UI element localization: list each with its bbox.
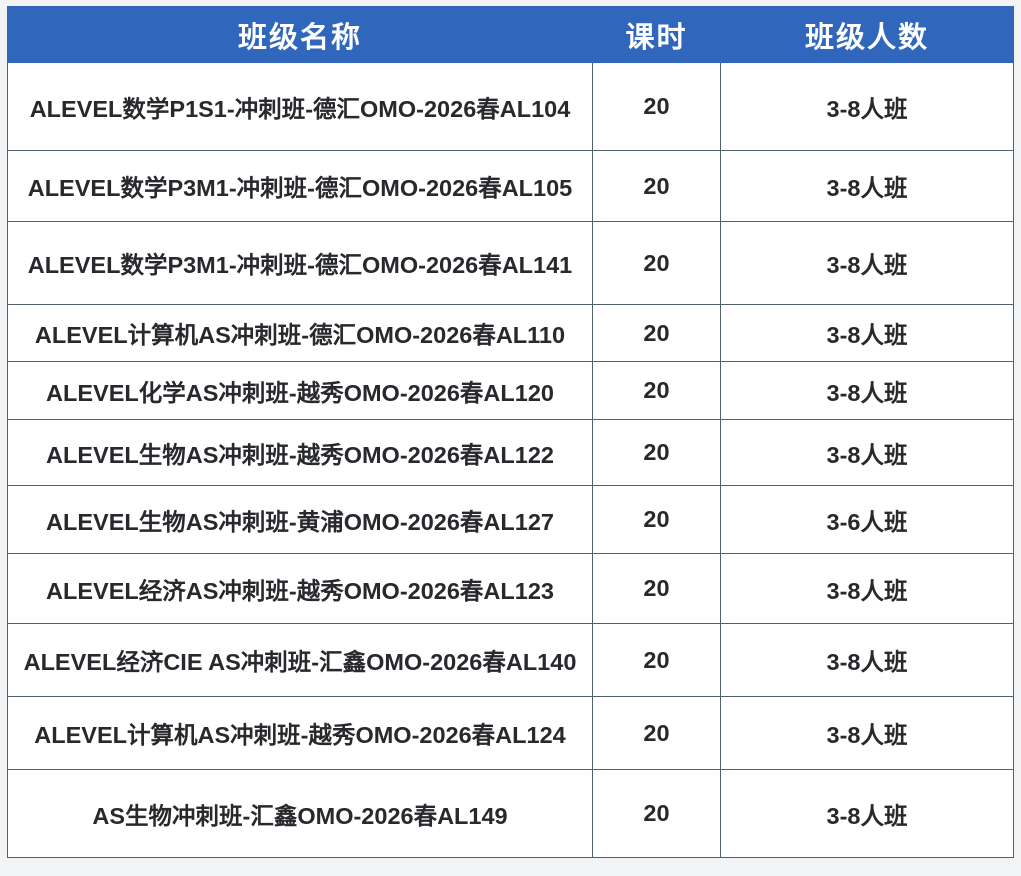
table-row: ALEVEL数学P1S1-冲刺班-德汇OMO-2026春AL104 20 3-8… bbox=[7, 62, 1014, 151]
table-row: ALEVEL生物AS冲刺班-越秀OMO-2026春AL122 20 3-8人班 bbox=[7, 419, 1014, 486]
hours-cell: 20 bbox=[592, 361, 721, 420]
hours-cell: 20 bbox=[592, 150, 721, 222]
class-size-cell: 3-8人班 bbox=[720, 553, 1014, 624]
hours-cell: 20 bbox=[592, 304, 721, 362]
class-name-cell: ALEVEL计算机AS冲刺班-德汇OMO-2026春AL110 bbox=[7, 304, 593, 362]
class-name-cell: ALEVEL经济AS冲刺班-越秀OMO-2026春AL123 bbox=[7, 553, 593, 624]
class-size-cell: 3-8人班 bbox=[720, 62, 1014, 151]
class-size-cell: 3-8人班 bbox=[720, 419, 1014, 486]
class-size-cell: 3-8人班 bbox=[720, 769, 1014, 858]
hours-cell: 20 bbox=[592, 419, 721, 486]
class-size-cell: 3-6人班 bbox=[720, 485, 1014, 554]
table-row: AS生物冲刺班-汇鑫OMO-2026春AL149 20 3-8人班 bbox=[7, 769, 1014, 858]
hours-cell: 20 bbox=[592, 62, 721, 151]
table-body: ALEVEL数学P1S1-冲刺班-德汇OMO-2026春AL104 20 3-8… bbox=[7, 62, 1014, 858]
header-row: 班级名称 课时 班级人数 bbox=[7, 6, 1014, 63]
hours-cell: 20 bbox=[592, 553, 721, 624]
class-name-cell: ALEVEL经济CIE AS冲刺班-汇鑫OMO-2026春AL140 bbox=[7, 623, 593, 697]
class-name-cell: ALEVEL计算机AS冲刺班-越秀OMO-2026春AL124 bbox=[7, 696, 593, 770]
table-row: ALEVEL经济CIE AS冲刺班-汇鑫OMO-2026春AL140 20 3-… bbox=[7, 623, 1014, 697]
class-name-cell: ALEVEL化学AS冲刺班-越秀OMO-2026春AL120 bbox=[7, 361, 593, 420]
class-size-cell: 3-8人班 bbox=[720, 150, 1014, 222]
class-name-cell: ALEVEL数学P3M1-冲刺班-德汇OMO-2026春AL141 bbox=[7, 221, 593, 305]
hours-cell: 20 bbox=[592, 623, 721, 697]
table-row: ALEVEL计算机AS冲刺班-越秀OMO-2026春AL124 20 3-8人班 bbox=[7, 696, 1014, 770]
table-row: ALEVEL经济AS冲刺班-越秀OMO-2026春AL123 20 3-8人班 bbox=[7, 553, 1014, 624]
table-row: ALEVEL计算机AS冲刺班-德汇OMO-2026春AL110 20 3-8人班 bbox=[7, 304, 1014, 362]
class-name-cell: ALEVEL生物AS冲刺班-越秀OMO-2026春AL122 bbox=[7, 419, 593, 486]
header-class-name: 班级名称 bbox=[7, 6, 593, 63]
table-row: ALEVEL化学AS冲刺班-越秀OMO-2026春AL120 20 3-8人班 bbox=[7, 361, 1014, 420]
hours-cell: 20 bbox=[592, 769, 721, 858]
class-size-cell: 3-8人班 bbox=[720, 221, 1014, 305]
header-hours: 课时 bbox=[592, 6, 721, 63]
course-schedule-table: 班级名称 课时 班级人数 ALEVEL数学P1S1-冲刺班-德汇OMO-2026… bbox=[7, 6, 1014, 858]
class-size-cell: 3-8人班 bbox=[720, 361, 1014, 420]
table-header: 班级名称 课时 班级人数 bbox=[7, 6, 1014, 63]
class-name-cell: AS生物冲刺班-汇鑫OMO-2026春AL149 bbox=[7, 769, 593, 858]
table-row: ALEVEL数学P3M1-冲刺班-德汇OMO-2026春AL141 20 3-8… bbox=[7, 221, 1014, 305]
hours-cell: 20 bbox=[592, 485, 721, 554]
class-name-cell: ALEVEL生物AS冲刺班-黄浦OMO-2026春AL127 bbox=[7, 485, 593, 554]
hours-cell: 20 bbox=[592, 221, 721, 305]
class-name-cell: ALEVEL数学P1S1-冲刺班-德汇OMO-2026春AL104 bbox=[7, 62, 593, 151]
table-row: ALEVEL生物AS冲刺班-黄浦OMO-2026春AL127 20 3-6人班 bbox=[7, 485, 1014, 554]
class-size-cell: 3-8人班 bbox=[720, 304, 1014, 362]
class-size-cell: 3-8人班 bbox=[720, 623, 1014, 697]
class-size-cell: 3-8人班 bbox=[720, 696, 1014, 770]
class-name-cell: ALEVEL数学P3M1-冲刺班-德汇OMO-2026春AL105 bbox=[7, 150, 593, 222]
header-class-size: 班级人数 bbox=[720, 6, 1014, 63]
table-row: ALEVEL数学P3M1-冲刺班-德汇OMO-2026春AL105 20 3-8… bbox=[7, 150, 1014, 222]
hours-cell: 20 bbox=[592, 696, 721, 770]
